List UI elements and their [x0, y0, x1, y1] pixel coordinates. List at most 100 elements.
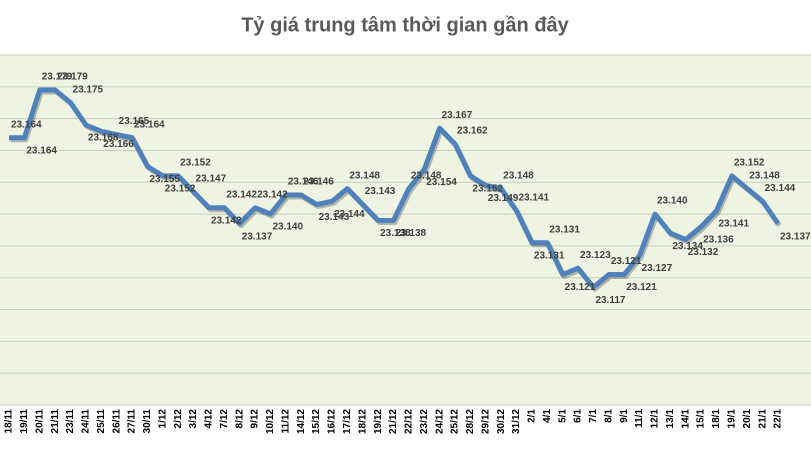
x-tick-label: 5/1: [557, 409, 568, 423]
x-tick-label: 24/12: [434, 409, 445, 434]
x-tick-label: 18/11: [4, 409, 15, 434]
data-label: 23.155: [149, 174, 180, 185]
data-label: 23.141: [519, 193, 550, 204]
x-tick-label: 14/12: [296, 409, 307, 434]
x-tick-label: 21/12: [388, 409, 399, 434]
data-label: 23.152: [180, 158, 211, 169]
data-label: 23.164: [26, 145, 57, 156]
x-tick-label: 25/11: [96, 409, 107, 434]
series-line: [9, 87, 781, 290]
data-label: 23.152: [734, 158, 765, 169]
data-label: 23.140: [657, 196, 688, 207]
data-label: 23.148: [749, 170, 780, 181]
x-tick-label: 3/12: [188, 409, 199, 429]
data-label: 23.143: [319, 212, 350, 223]
x-tick-label: 14/1: [680, 409, 691, 429]
data-label: 23.117: [595, 295, 625, 306]
x-tick-label: 10/12: [265, 409, 276, 434]
data-label: 23.149: [488, 193, 519, 204]
x-tick-label: 21/1: [757, 409, 768, 429]
data-label: 23.138: [380, 228, 411, 239]
data-label: 23.132: [688, 247, 719, 258]
data-label: 23.148: [411, 170, 442, 181]
data-label: 23.121: [611, 256, 642, 267]
x-tick-label: 2/12: [173, 409, 184, 429]
x-tick-label: 9/1: [619, 409, 630, 423]
data-label: 23.166: [103, 139, 134, 150]
x-tick-label: 7/1: [588, 409, 599, 423]
x-tick-label: 22/1: [773, 409, 784, 429]
chart-title: Tỷ giá trung tâm thời gian gần đây: [241, 14, 569, 36]
data-label: 23.165: [119, 116, 150, 127]
data-label: 23.143: [365, 186, 396, 197]
data-label: 23.164: [134, 119, 165, 130]
x-tick-label: 11/1: [634, 409, 645, 428]
x-tick-label: 11/12: [280, 409, 291, 434]
data-label: 23.137: [780, 231, 811, 242]
x-tick-label: 1/12: [157, 409, 168, 429]
x-tick-label: 25/12: [450, 409, 461, 434]
x-tick-label: 27/11: [127, 409, 138, 434]
data-label: 23.148: [503, 170, 534, 181]
data-label: 23.146: [303, 177, 334, 188]
data-label: 23.121: [565, 282, 596, 293]
x-tick-label: 31/12: [511, 409, 522, 434]
data-label: 23.123: [580, 250, 611, 261]
x-tick-label: 21/11: [50, 409, 61, 434]
x-tick-label: 22/12: [404, 409, 415, 434]
data-label: 23.152: [472, 184, 503, 195]
x-tick-label: 20/1: [742, 409, 753, 429]
x-tick-label: 15/12: [311, 409, 322, 434]
x-tick-label: 19/11: [19, 409, 30, 434]
x-tick-label: 9/12: [250, 409, 261, 429]
data-label: 23.146: [288, 177, 319, 188]
data-label: 23.147: [196, 173, 227, 184]
data-label: 23.148: [349, 170, 380, 181]
data-label: 23.164: [11, 119, 42, 130]
x-tick-label: 6/1: [573, 409, 584, 423]
data-label: 23.162: [457, 126, 488, 137]
x-tick-label: 8/12: [234, 409, 245, 429]
data-label: 23.140: [272, 222, 303, 233]
data-label: 23.179: [57, 72, 88, 83]
x-tick-label: 15/1: [696, 409, 707, 429]
data-label: 23.175: [73, 84, 104, 95]
data-label: 23.144: [765, 183, 796, 194]
data-label: 23.167: [442, 110, 473, 121]
data-label: 23.134: [672, 241, 703, 252]
x-tick-label: 19/1: [727, 409, 738, 429]
data-label: 23.142: [211, 215, 242, 226]
x-tick-label: 19/12: [373, 409, 384, 434]
data-label: 23.152: [165, 184, 196, 195]
data-label: 23.137: [242, 231, 273, 242]
x-tick-label: 28/12: [465, 409, 476, 434]
x-tick-label: 24/11: [81, 409, 92, 434]
x-tick-label: 30/11: [142, 409, 153, 434]
data-label: 23.142: [226, 189, 257, 200]
x-tick-label: 29/12: [480, 409, 491, 434]
x-tick-label: 4/12: [204, 409, 215, 429]
data-label: 23.142: [257, 189, 288, 200]
x-tick-label: 2/1: [527, 409, 538, 423]
x-tick-label: 18/1: [711, 409, 722, 429]
x-tick-label: 4/1: [542, 409, 553, 423]
x-tick-label: 8/1: [603, 409, 614, 423]
x-tick-label: 17/12: [342, 409, 353, 434]
data-label: 23.141: [718, 219, 749, 230]
data-label: 23.127: [642, 263, 673, 274]
data-label: 23.131: [549, 224, 580, 235]
x-tick-label: 26/11: [111, 409, 122, 434]
data-label: 23.138: [396, 228, 427, 239]
data-label: 23.144: [334, 209, 365, 220]
x-tick-label: 20/11: [34, 409, 45, 434]
data-label: 23.136: [703, 234, 734, 245]
data-label: 23.168: [88, 133, 119, 144]
x-tick-label: 12/1: [650, 409, 661, 429]
x-tick-label: 23/11: [65, 409, 76, 434]
x-tick-label: 16/12: [327, 409, 338, 434]
data-label: 23.131: [534, 250, 565, 261]
data-label: 23.121: [626, 282, 657, 293]
data-label: 23.179: [42, 72, 73, 83]
x-tick-label: 30/12: [496, 409, 507, 434]
